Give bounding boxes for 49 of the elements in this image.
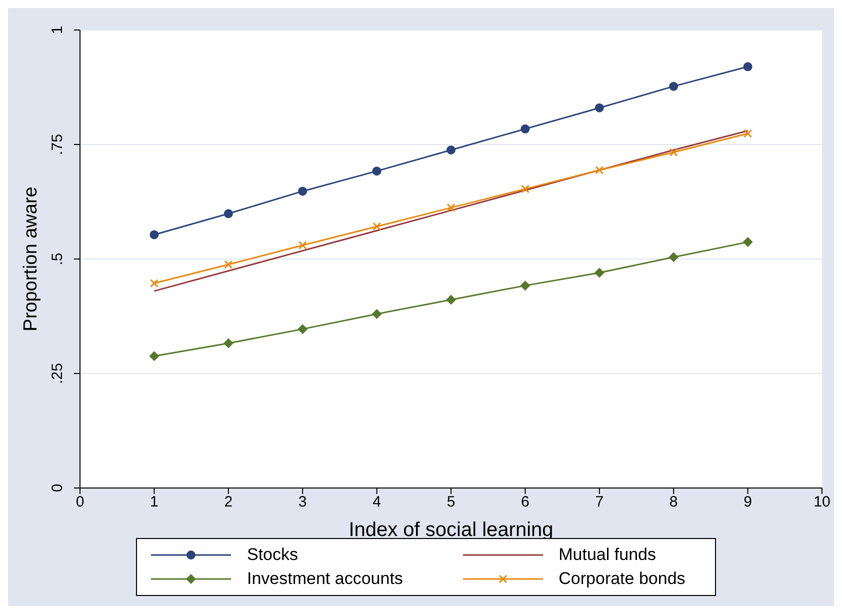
point	[446, 294, 456, 305]
x-tick-label: 8	[669, 494, 678, 511]
legend-label: Investment accounts	[247, 569, 403, 589]
y-tick-label: 1	[49, 26, 66, 34]
point	[742, 237, 753, 248]
point	[594, 103, 604, 112]
point	[223, 338, 234, 348]
point	[520, 184, 530, 194]
point	[520, 280, 530, 291]
x-tick-label: 1	[150, 494, 158, 511]
point	[743, 62, 752, 72]
point	[150, 230, 159, 240]
point	[446, 203, 456, 212]
y-tick-label: 0	[49, 484, 66, 492]
x-tick-label: 2	[224, 494, 233, 511]
point	[595, 166, 604, 174]
x-tick-label: 0	[76, 494, 84, 511]
point	[372, 166, 382, 176]
point	[298, 324, 308, 334]
point	[298, 241, 307, 250]
x-tick-label: 9	[744, 494, 752, 511]
legend-label: Mutual funds	[558, 545, 656, 565]
legend-label: Stocks	[247, 545, 298, 565]
x-axis-title: Index of social learning	[348, 519, 554, 541]
point	[372, 308, 382, 319]
x-tick-label: 5	[446, 494, 456, 511]
point	[669, 148, 678, 157]
point	[298, 186, 308, 196]
x-tick-label: 6	[521, 494, 530, 511]
point	[149, 351, 160, 362]
y-tick-label: .75	[49, 134, 66, 155]
point	[594, 268, 604, 278]
point	[372, 222, 382, 231]
point	[744, 129, 752, 138]
point	[668, 252, 679, 262]
y-tick-label: .25	[49, 363, 66, 384]
x-tick-label: 3	[298, 494, 307, 511]
y-tick-label: .5	[49, 252, 66, 266]
legend-label: Corporate bonds	[558, 569, 686, 589]
point	[669, 82, 678, 91]
x-tick-label: 10	[814, 494, 830, 511]
point	[224, 260, 233, 269]
point	[150, 279, 158, 288]
point	[446, 145, 456, 154]
x-tick-label: 4	[372, 494, 381, 511]
x-tick-label: 7	[595, 494, 604, 511]
point	[224, 209, 233, 218]
y-axis-title: Proportion aware	[20, 186, 42, 332]
point	[520, 124, 530, 134]
